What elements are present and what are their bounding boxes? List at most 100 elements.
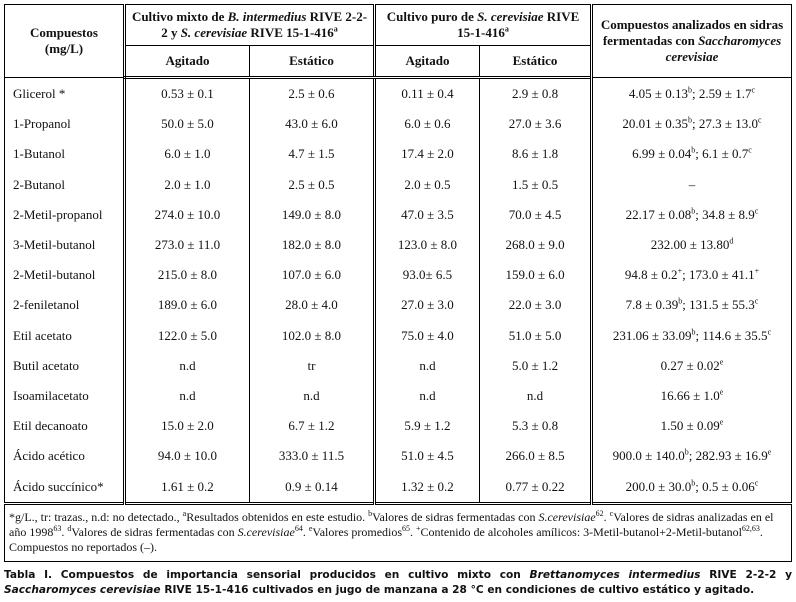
superscript: b bbox=[691, 206, 696, 216]
text: n.d bbox=[179, 387, 196, 403]
text: 215.0 ± 8.0 bbox=[157, 267, 218, 283]
compound-name: Glicerol * bbox=[4, 77, 125, 110]
superscript: b bbox=[691, 478, 696, 488]
table-cell: 200.0 ± 30.0b; 0.5 ± 0.06c bbox=[590, 471, 792, 504]
superscript: 62,63 bbox=[741, 524, 760, 534]
text: 333.0 ± 11.5 bbox=[278, 448, 345, 464]
text: ; 131.5 ± 55.3 bbox=[682, 297, 755, 313]
text: Resultados obtenidos en este estudio. bbox=[186, 510, 369, 525]
table-caption: Tabla I. Compuestos de importancia senso… bbox=[4, 568, 792, 598]
text: Valores de sidras fermentadas con bbox=[71, 525, 238, 540]
superscript: c bbox=[609, 509, 614, 519]
table-cell: 8.6 ± 1.8 bbox=[478, 139, 592, 170]
text: 0.11 ± 0.4 bbox=[401, 86, 454, 102]
text: . bbox=[302, 525, 309, 540]
footnote-row: *g/L., tr: trazas., n.d: no detectado., … bbox=[3, 501, 792, 562]
data-table: Compuestos (mg/L) Cultivo mixto de B. int… bbox=[3, 4, 793, 562]
table-cell: n.d bbox=[373, 380, 480, 412]
superscript: c bbox=[754, 478, 759, 488]
text: ; 2.59 ± 1.7 bbox=[692, 85, 752, 101]
text: n.d bbox=[303, 387, 320, 403]
text: 6.7 ± 1.2 bbox=[288, 418, 335, 434]
text: Butil acetato bbox=[13, 357, 80, 373]
table-cell: 122.0 ± 5.0 bbox=[123, 320, 250, 351]
text: 2.5 ± 0.6 bbox=[288, 86, 335, 102]
table-cell: 50.0 ± 5.0 bbox=[123, 109, 250, 140]
table-cell: 107.0 ± 6.0 bbox=[249, 260, 375, 291]
compound-name: Isoamilacetato bbox=[4, 380, 125, 412]
superscript: + bbox=[416, 524, 421, 534]
text: RIVE 15-1-416 bbox=[457, 9, 580, 40]
text: 51.0 ± 4.5 bbox=[401, 448, 454, 464]
group-header: Cultivo puro de S. cerevisiae RIVE 15-1-… bbox=[372, 4, 592, 46]
text: ; 173.0 ± 41.1 bbox=[682, 267, 755, 283]
text: Valores de sidras fermentadas con bbox=[372, 510, 539, 525]
table-cell: 0.27 ± 0.02e bbox=[590, 350, 792, 381]
table-cell: 16.66 ± 1.0e bbox=[590, 380, 792, 412]
table-cell: 27.0 ± 3.0 bbox=[373, 290, 480, 321]
table-cell: 182.0 ± 8.0 bbox=[249, 229, 375, 261]
subheader: Estático bbox=[478, 45, 592, 79]
superscript: b bbox=[368, 509, 373, 519]
table-row: Etil decanoato 15.0 ± 2.0 6.7 ± 1.2 5.9 ± 1… bbox=[4, 411, 792, 442]
superscript: e bbox=[767, 448, 772, 458]
footnote: *g/L., tr: trazas., n.d: no detectado., … bbox=[3, 501, 792, 562]
text: 1.32 ± 0.2 bbox=[401, 478, 454, 494]
text: 7.8 ± 0.39 bbox=[625, 297, 679, 313]
text: *g/L., tr: trazas., n.d: no detectado., bbox=[9, 510, 183, 525]
table-cell: 7.8 ± 0.39b; 131.5 ± 55.3c bbox=[590, 290, 792, 321]
text: 6.0 ± 0.6 bbox=[404, 116, 451, 132]
italic-text: S.cerevisiae bbox=[538, 510, 596, 525]
superscript: 65 bbox=[402, 524, 411, 534]
text: 1-Propanol bbox=[13, 116, 71, 132]
superscript: c bbox=[754, 297, 759, 307]
text: 6.99 ± 0.04 bbox=[632, 146, 692, 162]
text: n.d bbox=[419, 357, 436, 373]
text: 2-feniletanol bbox=[13, 297, 80, 313]
table-row: Glicerol * 0.53 ± 0.1 2.5 ± 0.6 0.11 ± 0.4 2… bbox=[4, 77, 792, 110]
text: Etil acetato bbox=[13, 327, 72, 343]
table-cell: 94.0 ± 10.0 bbox=[123, 441, 250, 472]
superscript: e bbox=[719, 417, 724, 427]
text: 122.0 ± 5.0 bbox=[157, 327, 218, 343]
text: Valores promedios bbox=[312, 525, 403, 540]
superscript: e bbox=[719, 357, 724, 367]
text: Ácido succínico* bbox=[13, 478, 104, 494]
compound-name: Ácido acético bbox=[4, 441, 125, 472]
superscript: 62 bbox=[595, 509, 604, 519]
text: . bbox=[410, 525, 417, 540]
table-cell: 231.06 ± 33.09b; 114.6 ± 35.5c bbox=[590, 320, 792, 351]
text: RIVE 15-1-416 cultivados en jugo de manz… bbox=[160, 584, 755, 596]
superscript: 64 bbox=[294, 524, 303, 534]
text: n.d bbox=[419, 387, 436, 403]
text: 2.5 ± 0.5 bbox=[288, 176, 335, 192]
table-cell: 2.5 ± 0.6 bbox=[249, 77, 375, 110]
text: RIVE 15-1-416 bbox=[247, 25, 334, 40]
table-row: 3-Metil-butanol 273.0 ± 11.0 182.0 ± 8.0 12… bbox=[4, 229, 792, 261]
table-cell: 47.0 ± 3.5 bbox=[373, 199, 480, 230]
text: 22.0 ± 3.0 bbox=[508, 297, 562, 313]
group-header: Compuestos analizados en sidras fermenta… bbox=[590, 4, 792, 78]
table-row: Butil acetato n.d tr n.d 5.0 ± 1.2 0.27 ± 0.0… bbox=[4, 350, 792, 381]
italic-text: Saccharomyces cerevisiae bbox=[4, 584, 161, 596]
table-cell: 2.0 ± 0.5 bbox=[373, 169, 480, 200]
text: 43.0 ± 6.0 bbox=[285, 116, 338, 132]
text: tr bbox=[307, 357, 316, 373]
text: 50.0 ± 5.0 bbox=[161, 116, 214, 132]
text: (mg/L) bbox=[44, 41, 84, 56]
table-cell: 75.0 ± 4.0 bbox=[373, 320, 480, 351]
table-row: Etil acetato 122.0 ± 5.0 102.0 ± 8.0 75.0 ±… bbox=[4, 320, 792, 351]
text: 2-Butanol bbox=[13, 176, 65, 192]
superscript: 63 bbox=[53, 524, 62, 534]
table-cell: 215.0 ± 8.0 bbox=[123, 260, 250, 291]
superscript: c bbox=[748, 146, 752, 156]
text: 268.0 ± 9.0 bbox=[505, 237, 565, 253]
compound-name: Etil decanoato bbox=[4, 411, 125, 442]
text: n.d bbox=[526, 387, 544, 403]
superscript: a bbox=[504, 24, 509, 34]
table-cell: n.d bbox=[123, 350, 250, 381]
compound-name: 1-Propanol bbox=[4, 109, 125, 140]
text: . bbox=[61, 525, 68, 540]
table-cell: n.d bbox=[123, 380, 250, 412]
